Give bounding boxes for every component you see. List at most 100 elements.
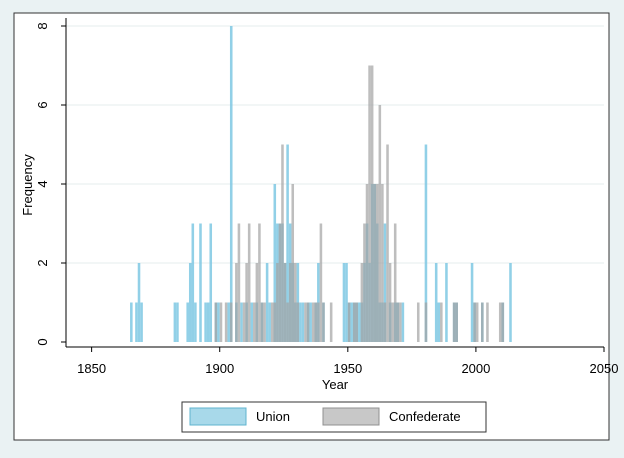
bar-confederate [253, 302, 256, 342]
x-axis-label: Year [322, 377, 349, 392]
bar-union [424, 144, 428, 342]
bar-union [301, 302, 305, 342]
bar-confederate [486, 302, 489, 342]
legend-swatch-confederate [322, 407, 380, 426]
plot-area [66, 18, 604, 347]
bar-union [286, 144, 289, 342]
y-tick-label: 6 [35, 101, 50, 108]
x-tick-label: 2000 [461, 361, 490, 376]
bar-confederate [399, 302, 402, 342]
bar-confederate [245, 263, 248, 342]
bar-confederate [237, 223, 241, 342]
bar-confederate [440, 302, 443, 342]
bar-union [209, 223, 213, 342]
bar-union [358, 302, 361, 342]
bar-confederate [296, 302, 300, 342]
bar-union [250, 302, 254, 342]
bar-union [299, 302, 302, 342]
legend-swatch-union [189, 407, 247, 426]
bar-union [445, 263, 448, 342]
bar-confederate [263, 302, 266, 342]
bar-confederate [424, 302, 428, 342]
bar-confederate [278, 223, 282, 342]
bar-confederate [347, 302, 351, 342]
bar-confederate [393, 223, 397, 342]
bar-confederate [481, 302, 484, 342]
bar-union [229, 26, 233, 342]
bar-confederate [329, 302, 333, 342]
legend-label-confederate: Confederate [389, 409, 461, 424]
bar-union [176, 302, 179, 342]
bar-confederate [235, 263, 238, 342]
bar-confederate [247, 223, 251, 342]
bar-union [186, 302, 189, 342]
bar-union [135, 302, 138, 342]
bar-confederate [260, 302, 264, 342]
y-axis-label: Frequency [20, 154, 35, 216]
bar-union [206, 302, 210, 342]
bar-confederate [242, 302, 246, 342]
bar-confederate [352, 302, 356, 342]
y-tick-label: 2 [35, 259, 50, 266]
legend-label-union: Union [256, 409, 290, 424]
bar-union [470, 263, 474, 342]
bar-confederate [317, 302, 320, 342]
bar-confederate [378, 105, 382, 342]
bar-confederate [391, 302, 394, 342]
grid-layer [66, 25, 604, 264]
bar-confederate [229, 302, 233, 342]
bar-confederate [319, 223, 323, 342]
bar-confederate [381, 184, 384, 342]
x-tick-label: 1850 [77, 361, 106, 376]
bar-confederate [304, 302, 307, 342]
bar-confederate [286, 302, 289, 342]
bar-confederate [360, 263, 364, 342]
bar-union [273, 184, 277, 342]
bar-confederate [306, 302, 310, 342]
y-tick-label: 8 [35, 22, 50, 29]
bar-union [194, 302, 197, 342]
bar-confederate [281, 144, 284, 342]
bar-confederate [294, 263, 297, 342]
bar-confederate [388, 263, 392, 342]
bar-union [188, 263, 192, 342]
bar-confederate [501, 302, 505, 342]
bar-union [509, 263, 512, 342]
bar-confederate [452, 302, 456, 342]
bar-union [140, 302, 143, 342]
bar-confederate [498, 302, 502, 342]
x-tick-label: 1900 [205, 361, 234, 376]
bar-confederate [416, 302, 420, 342]
bar-confederate [276, 263, 279, 342]
x-tick-label: 1950 [333, 361, 362, 376]
legend: Union Confederate [181, 401, 487, 433]
bar-union [437, 302, 441, 342]
bar-union [268, 302, 271, 342]
bar-union [383, 223, 387, 342]
bar-confederate [314, 302, 318, 342]
y-tick-label: 4 [35, 180, 50, 187]
bar-confederate [375, 184, 379, 342]
bar-union [204, 302, 207, 342]
bar-confederate [396, 302, 400, 342]
bar-union [217, 302, 220, 342]
bar-union [240, 302, 243, 342]
bar-confederate [214, 302, 218, 342]
bar-confederate [219, 302, 223, 342]
bar-confederate [288, 263, 292, 342]
bar-union [434, 263, 438, 342]
bar-union [173, 302, 177, 342]
bar-confederate [383, 302, 387, 342]
bar-confederate [355, 302, 359, 342]
bar-union [191, 223, 195, 342]
bar-confederate [322, 302, 325, 342]
y-tick-label: 0 [35, 338, 50, 345]
bar-confederate [283, 263, 287, 342]
bar-confederate [273, 302, 277, 342]
bar-union [342, 263, 346, 342]
bar-union [130, 302, 133, 342]
bar-union [227, 302, 230, 342]
bar-confederate [291, 184, 295, 342]
